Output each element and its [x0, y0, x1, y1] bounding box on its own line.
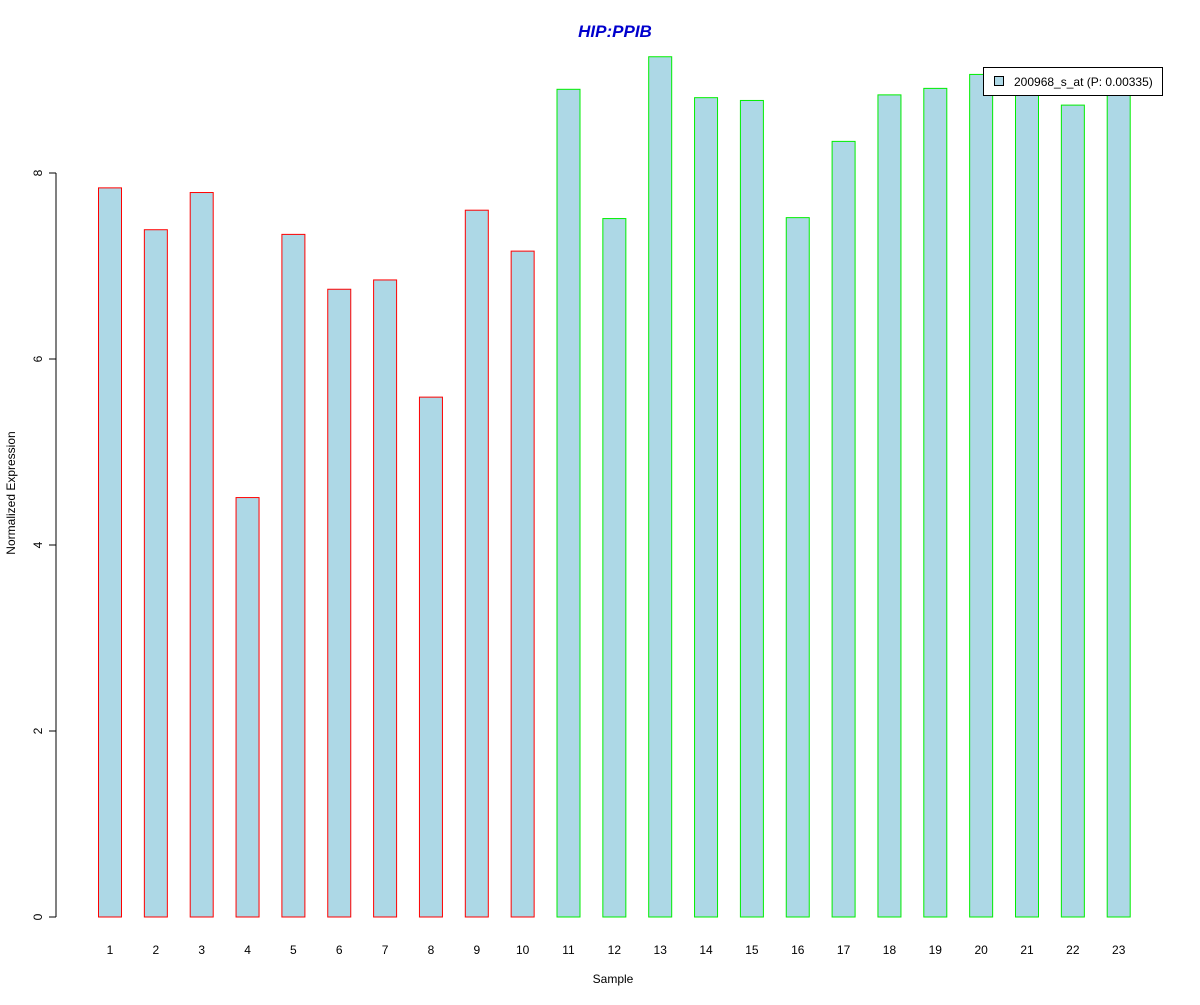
- bar-sample-12: [602, 218, 627, 918]
- bar-sample-21: [1015, 77, 1039, 918]
- x-tick-label: 13: [654, 943, 668, 957]
- x-tick-label: 6: [336, 943, 343, 957]
- x-tick-label: 15: [745, 943, 759, 957]
- bar-sample-6: [327, 288, 352, 918]
- bar-sample-9: [464, 209, 489, 918]
- x-tick-label: 23: [1112, 943, 1126, 957]
- x-axis-label: Sample: [593, 972, 634, 986]
- bar-sample-19: [923, 87, 948, 918]
- bar-sample-7: [373, 279, 398, 918]
- y-axis: 0 2 4 6 8: [31, 169, 57, 920]
- x-tick-label: 22: [1066, 943, 1080, 957]
- bar-sample-13: [648, 56, 673, 918]
- x-tick-label: 4: [244, 943, 251, 957]
- bar-sample-2: [143, 229, 168, 918]
- bar-sample-17: [831, 140, 856, 918]
- x-axis: 1 2 3 4 5 6 7 8 9 10 11 12 13 14 15 16 17 18 19 20 21 22 23: [107, 943, 1126, 957]
- legend-entry-label: 200968_s_at (P: 0.00335): [1014, 75, 1153, 89]
- x-tick-label: 11: [562, 943, 575, 957]
- chart-title: HIP:PPIB: [578, 22, 652, 41]
- bar-sample-4: [235, 497, 260, 918]
- x-tick-label: 3: [198, 943, 205, 957]
- bar-sample-11: [556, 88, 581, 918]
- x-tick-label: 2: [153, 943, 160, 957]
- x-tick-label: 16: [791, 943, 805, 957]
- bar-sample-5: [281, 233, 306, 918]
- x-tick-label: 21: [1020, 943, 1034, 957]
- x-tick-label: 8: [428, 943, 435, 957]
- x-tick-label: 1: [107, 943, 114, 957]
- x-tick-label: 10: [516, 943, 530, 957]
- bars: [98, 56, 1131, 918]
- x-tick-label: 12: [608, 943, 622, 957]
- y-tick-label: 2: [31, 727, 45, 734]
- legend-swatch: [994, 76, 1004, 86]
- bar-sample-15: [739, 99, 764, 918]
- x-tick-label: 7: [382, 943, 389, 957]
- x-tick-label: 19: [929, 943, 943, 957]
- legend-box: [983, 67, 1163, 96]
- bar-sample-18: [877, 94, 902, 918]
- x-tick-label: 14: [699, 943, 713, 957]
- x-tick-label: 5: [290, 943, 297, 957]
- legend: 200968_s_at (P: 0.00335): [983, 67, 1163, 96]
- bar-sample-23: [1106, 82, 1131, 918]
- bar-sample-10: [510, 250, 535, 918]
- y-tick-label: 0: [31, 913, 45, 920]
- bar-sample-14: [694, 97, 719, 918]
- bar-sample-16: [785, 217, 810, 918]
- bar-sample-3: [189, 192, 214, 918]
- y-axis-label: Normalized Expression: [4, 431, 18, 554]
- y-tick-label: 6: [31, 355, 45, 362]
- x-tick-label: 18: [883, 943, 897, 957]
- y-tick-label: 8: [31, 169, 45, 176]
- bar-sample-1: [98, 187, 122, 918]
- x-tick-label: 9: [473, 943, 480, 957]
- x-tick-label: 17: [837, 943, 851, 957]
- y-tick-label: 4: [31, 541, 45, 548]
- x-tick-label: 20: [974, 943, 988, 957]
- bar-sample-22: [1060, 104, 1085, 918]
- bar-sample-20: [969, 73, 994, 918]
- bar-sample-8: [418, 396, 443, 918]
